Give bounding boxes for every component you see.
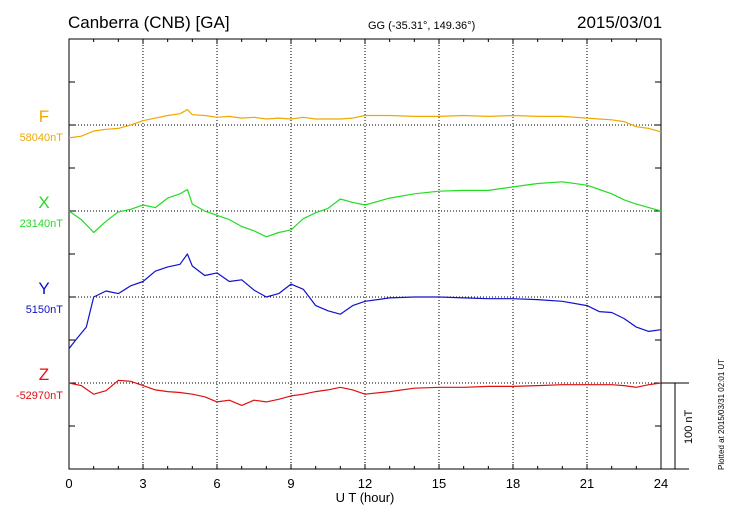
scale-bar-label: 100 nT [683,409,695,444]
coordinates-label: GG (-35.31°, 149.36°) [368,20,475,32]
plotted-at-note: Plotted at 2015/03/31 02:01 UT [717,359,726,470]
series-line-x [68,181,662,238]
series-line-y [68,253,662,349]
date-label: 2015/03/01 [577,13,662,32]
series-baseline-f: 58040nT [20,132,64,144]
series-name-z: Z [39,365,49,384]
x-tick-label: 18 [506,476,520,491]
x-tick-label: 9 [287,476,294,491]
x-tick-label: 15 [432,476,446,491]
series-baseline-x: 23140nT [20,218,64,230]
x-tick-label: 12 [358,476,372,491]
series-name-y: Y [38,279,49,298]
x-tick-label: 6 [213,476,220,491]
series-name-x: X [38,193,49,212]
plot-frame [68,38,662,470]
series-line-z [68,379,662,406]
series-baseline-y: 5150nT [26,304,64,316]
series-labels: F 58040nT X 23140nT Y 5150nT Z -52970nT [16,107,63,402]
series-baseline-z: -52970nT [16,390,63,402]
x-tick-label: 3 [139,476,146,491]
series-line-f [68,108,662,139]
station-title: Canberra (CNB) [GA] [68,13,230,32]
x-tick-label: 24 [654,476,668,491]
grid [69,39,661,469]
x-tick-label: 21 [580,476,594,491]
series-lines [68,108,662,406]
x-tick-label: 0 [65,476,72,491]
x-ticks: 0 3 6 9 12 15 18 21 24 [65,39,668,491]
x-axis-label: U T (hour) [336,490,395,505]
series-name-f: F [39,107,49,126]
